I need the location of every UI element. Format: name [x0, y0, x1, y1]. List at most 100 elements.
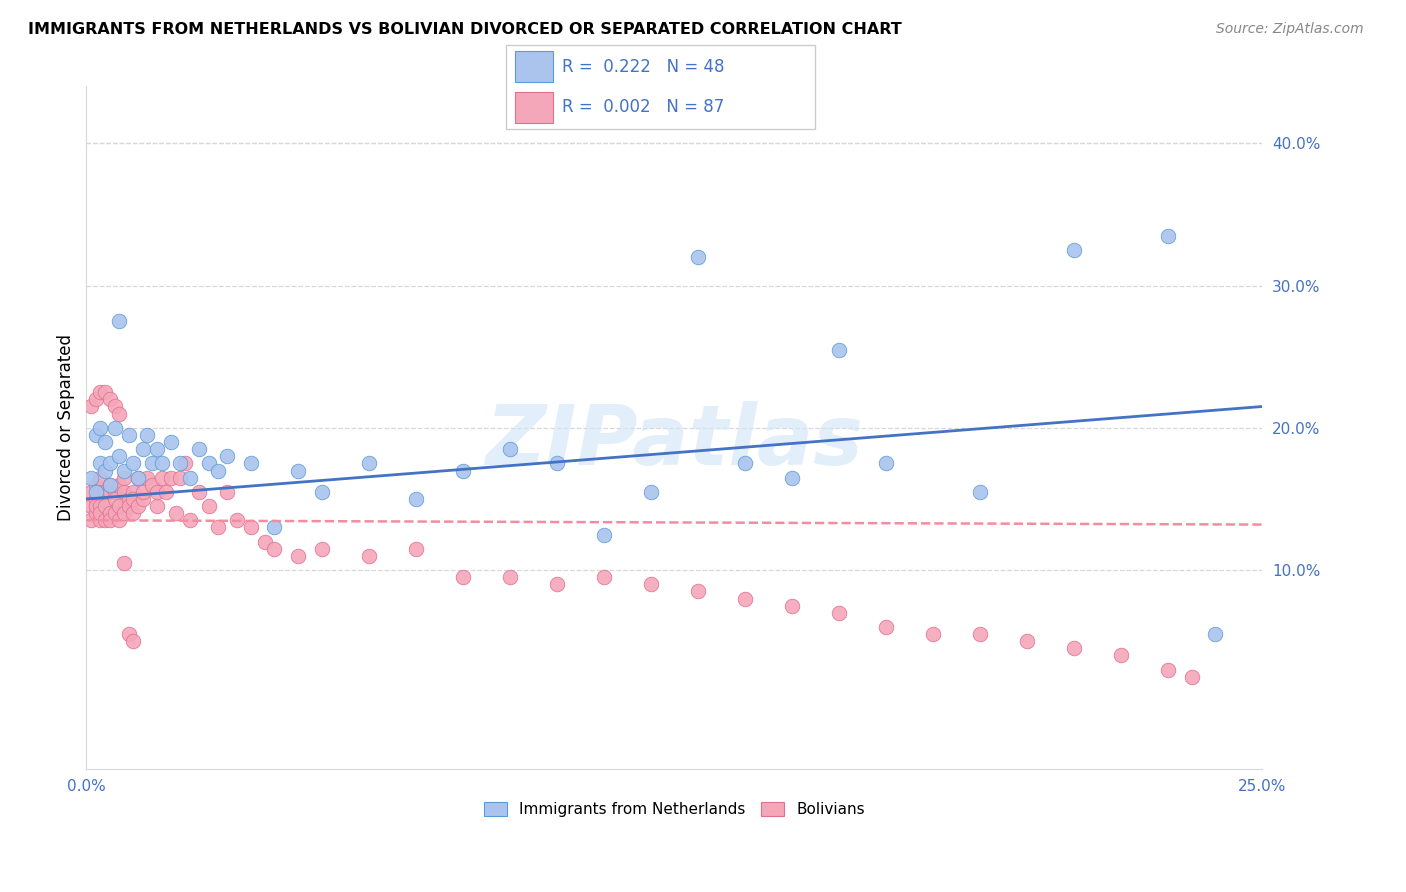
Point — [875, 457, 897, 471]
Point — [98, 392, 121, 407]
Point — [150, 457, 173, 471]
Point — [89, 457, 111, 471]
Point — [122, 634, 145, 648]
Point — [1181, 670, 1204, 684]
Point — [84, 428, 107, 442]
Point — [127, 470, 149, 484]
Point — [89, 421, 111, 435]
Point — [84, 506, 107, 520]
Point — [84, 477, 107, 491]
Point — [1111, 648, 1133, 663]
Text: ZIPatlas: ZIPatlas — [485, 401, 863, 482]
Point — [103, 506, 125, 520]
Point — [132, 484, 155, 499]
FancyBboxPatch shape — [516, 92, 553, 122]
Point — [94, 499, 117, 513]
Point — [287, 463, 309, 477]
Point — [155, 484, 177, 499]
Point — [127, 499, 149, 513]
Point — [311, 541, 333, 556]
Point — [780, 599, 803, 613]
Point — [94, 435, 117, 450]
Point — [254, 534, 277, 549]
Point — [207, 520, 229, 534]
Point — [80, 470, 103, 484]
Text: R =  0.222   N = 48: R = 0.222 N = 48 — [562, 58, 724, 76]
Point — [122, 484, 145, 499]
Point — [875, 620, 897, 634]
Point — [146, 484, 169, 499]
Point — [103, 491, 125, 506]
Point — [188, 442, 211, 457]
Point — [188, 484, 211, 499]
Point — [1017, 634, 1039, 648]
Point — [734, 457, 756, 471]
Point — [1157, 228, 1180, 243]
Point — [84, 392, 107, 407]
Point — [174, 457, 197, 471]
Point — [405, 541, 427, 556]
Point — [197, 457, 219, 471]
Point — [80, 484, 103, 499]
Point — [179, 470, 201, 484]
Point — [132, 442, 155, 457]
Point — [686, 584, 709, 599]
Point — [89, 484, 111, 499]
Point — [169, 457, 191, 471]
Point — [499, 570, 522, 584]
Point — [686, 250, 709, 264]
Point — [112, 556, 135, 570]
Point — [357, 549, 380, 563]
Point — [160, 435, 183, 450]
Point — [108, 407, 131, 421]
Point — [89, 506, 111, 520]
Point — [94, 484, 117, 499]
Point — [197, 499, 219, 513]
Point — [499, 442, 522, 457]
Point — [89, 470, 111, 484]
Point — [89, 385, 111, 400]
Legend: Immigrants from Netherlands, Bolivians: Immigrants from Netherlands, Bolivians — [478, 796, 870, 823]
Point — [546, 457, 568, 471]
Point — [922, 627, 945, 641]
Y-axis label: Divorced or Separated: Divorced or Separated — [58, 334, 75, 521]
Point — [122, 506, 145, 520]
Point — [160, 470, 183, 484]
Point — [640, 484, 662, 499]
Point — [98, 506, 121, 520]
Point — [287, 549, 309, 563]
Point — [98, 477, 121, 491]
Point — [112, 470, 135, 484]
Point — [136, 470, 159, 484]
FancyBboxPatch shape — [516, 52, 553, 82]
Point — [1204, 627, 1226, 641]
Point — [98, 477, 121, 491]
Point — [98, 484, 121, 499]
Point — [546, 577, 568, 591]
Point — [103, 400, 125, 414]
Point — [141, 457, 163, 471]
Point — [592, 570, 614, 584]
Point — [969, 484, 991, 499]
Point — [828, 343, 851, 357]
Point — [179, 513, 201, 527]
Point — [1157, 663, 1180, 677]
Point — [141, 477, 163, 491]
Text: R =  0.002   N = 87: R = 0.002 N = 87 — [562, 98, 724, 116]
Point — [80, 499, 103, 513]
Point — [108, 450, 131, 464]
Point — [127, 470, 149, 484]
Point — [112, 484, 135, 499]
Point — [263, 520, 285, 534]
Point — [94, 463, 117, 477]
FancyBboxPatch shape — [506, 45, 815, 129]
Point — [103, 421, 125, 435]
Point — [108, 314, 131, 328]
Point — [103, 484, 125, 499]
Point — [780, 470, 803, 484]
Point — [112, 506, 135, 520]
Point — [405, 491, 427, 506]
Point — [84, 491, 107, 506]
Point — [84, 499, 107, 513]
Point — [165, 506, 187, 520]
